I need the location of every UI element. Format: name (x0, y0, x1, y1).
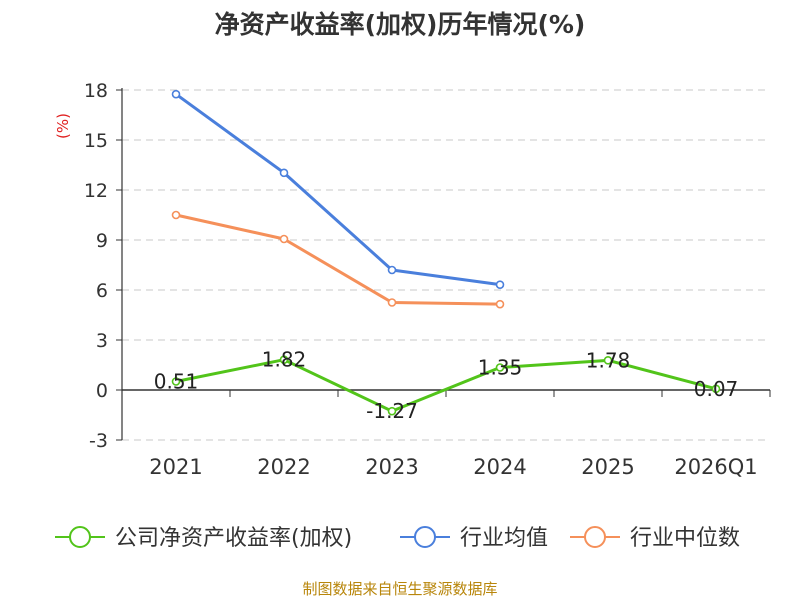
company-roe-line (175, 358, 717, 413)
source-note: 制图数据来自恒生聚源数据库 (302, 580, 497, 598)
gridlines (116, 89, 770, 441)
data-label: -1.27 (366, 399, 418, 423)
legend-swatch-marker (414, 526, 436, 548)
company-roe-point (387, 406, 397, 416)
company-roe-point (171, 377, 181, 386)
x-tick-label: 2025 (581, 455, 634, 479)
legend-swatch-marker (69, 526, 91, 548)
legend: 公司净资产收益率(加权) 行业均值 行业中位数 (55, 526, 740, 551)
company-roe-point (495, 363, 505, 372)
industry-mean-point (171, 89, 181, 99)
industry-mean-point (495, 280, 505, 289)
x-tick-label: 2022 (257, 455, 310, 479)
data-label: 0.51 (154, 370, 199, 394)
industry-median-point (279, 234, 289, 244)
series-lines (171, 89, 721, 416)
axes (121, 88, 771, 440)
y-tick-label: -3 (89, 430, 108, 452)
company-roe-point (279, 355, 289, 364)
y-tick-label: 9 (96, 230, 108, 252)
data-label: 0.07 (694, 377, 739, 401)
industry-median-point (387, 298, 397, 307)
y-tick-label: 0 (96, 380, 108, 402)
y-tick-labels: -3 0 3 6 9 12 15 18 (84, 80, 108, 452)
company-roe-point (603, 356, 613, 365)
y-tick-label: 3 (96, 330, 108, 352)
industry-mean-line (175, 92, 501, 287)
y-tick-label: 12 (84, 180, 108, 202)
x-tick-label: 2024 (473, 455, 526, 479)
legend-label: 行业中位数 (630, 526, 740, 551)
data-label: 1.82 (262, 348, 307, 372)
x-tick-label: 2021 (149, 455, 202, 479)
y-tick-label: 18 (84, 80, 108, 102)
data-labels: 0.51 1.82 -1.27 1.35 1.78 0.07 (154, 348, 739, 424)
y-axis-label: (%) (54, 113, 72, 139)
industry-median-point (495, 299, 505, 309)
chart-title: 净资产收益率(加权)历年情况(%) (215, 10, 586, 39)
x-tick-label: 2026Q1 (674, 455, 757, 479)
legend-item-company-roe[interactable]: 公司净资产收益率(加权) (55, 526, 352, 551)
data-label: 1.35 (478, 356, 523, 380)
industry-median-line (175, 213, 501, 306)
data-label: 1.78 (586, 348, 631, 372)
legend-label: 公司净资产收益率(加权) (115, 526, 352, 551)
legend-item-industry-median[interactable]: 行业中位数 (570, 526, 740, 551)
legend-item-industry-mean[interactable]: 行业均值 (400, 526, 548, 551)
legend-label: 行业均值 (460, 526, 548, 551)
legend-swatch-marker (584, 526, 606, 548)
x-tick-label: 2023 (365, 455, 418, 479)
industry-mean-point (279, 168, 289, 178)
y-tick-label: 6 (96, 280, 108, 302)
company-roe-point (711, 384, 721, 394)
industry-mean-point (387, 265, 397, 275)
x-tick-labels: 2021 2022 2023 2024 2025 2026Q1 (149, 455, 757, 479)
industry-median-point (171, 210, 181, 220)
y-tick-label: 15 (84, 130, 108, 152)
